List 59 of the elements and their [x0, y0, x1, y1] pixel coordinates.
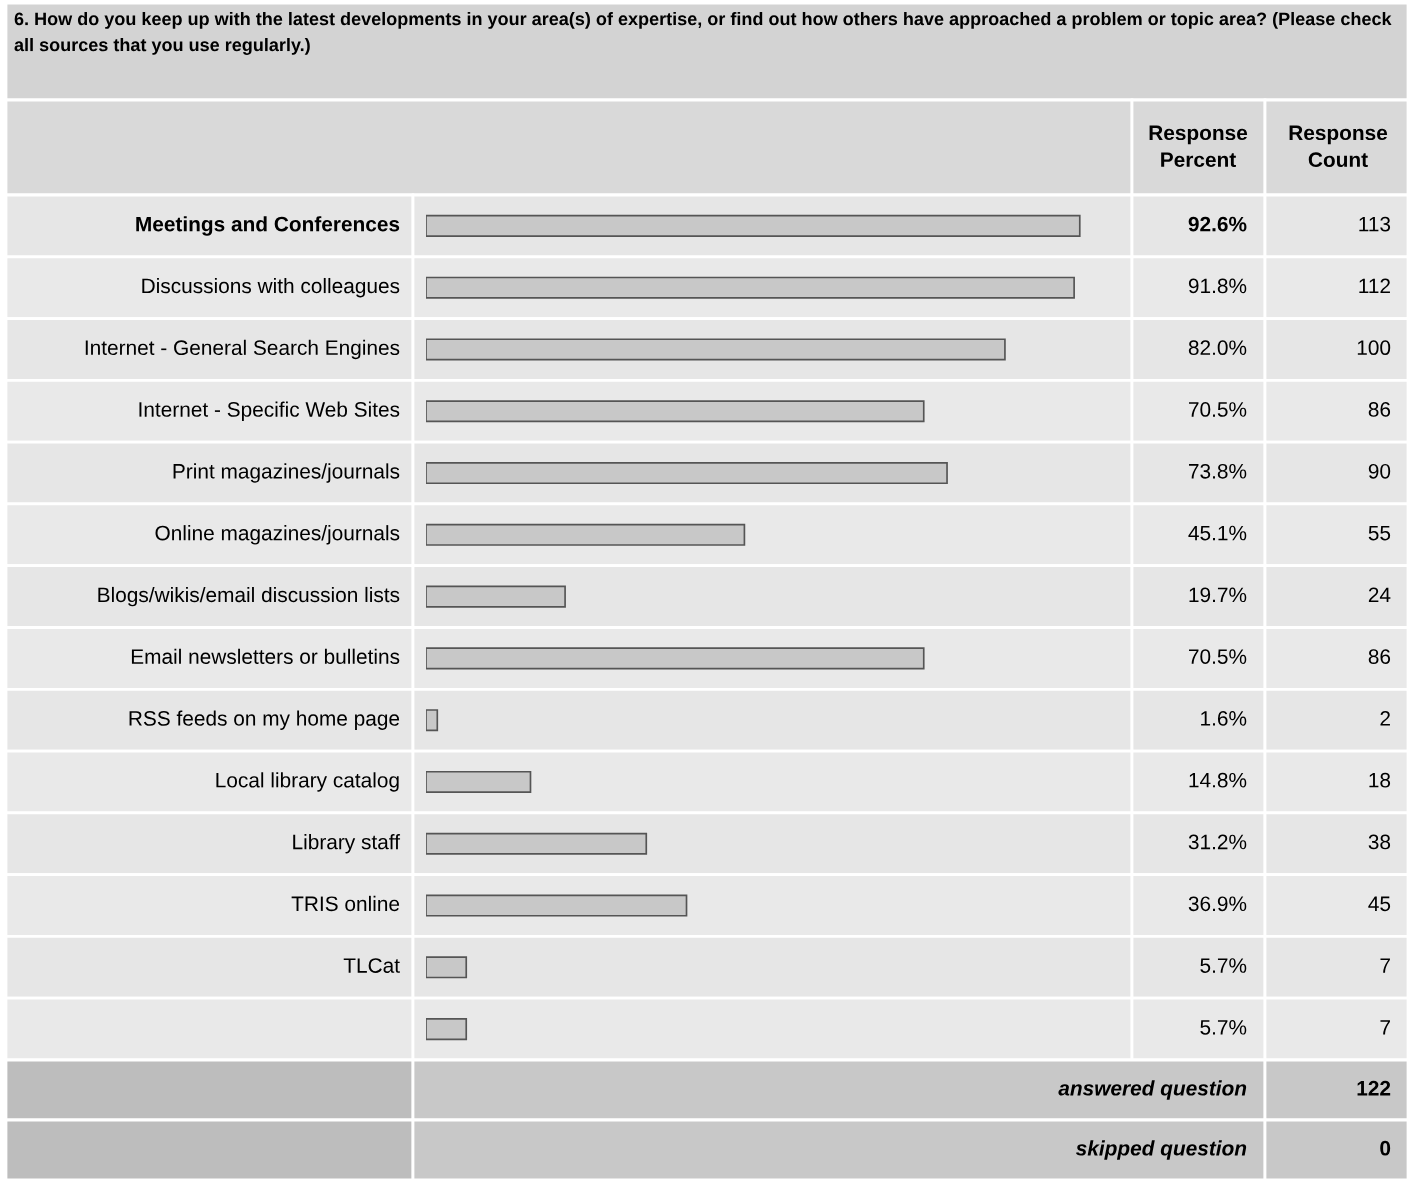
text: skipped question — [1075, 1140, 1247, 1160]
bar — [426, 709, 439, 732]
chart-title: 6. How do you keep up with the latest developments in your area(s) of expertise, or find out how others have approached a problem or topic area? (Please check all sources that you use regularly.) — [14, 12, 1392, 55]
bar — [426, 647, 925, 670]
data-label: 1.6% — [1201, 711, 1247, 726]
data-label: 82.0% — [1188, 340, 1247, 356]
text: Response Count — [1289, 125, 1388, 168]
y-tick-label: Internet - Specific Web Sites — [139, 401, 400, 421]
text: 0 — [1380, 1140, 1391, 1156]
y-tick-label: Print magazines/journals — [173, 463, 400, 483]
y-tick-label: Local library catalog — [216, 772, 399, 792]
data-label: 14.8% — [1189, 772, 1247, 788]
text: 7 — [1380, 1020, 1390, 1035]
data-label: 70.5% — [1189, 649, 1247, 664]
y-tick-label: Blogs/wikis/email discussion lists — [98, 586, 400, 607]
bar — [426, 956, 468, 979]
y-tick-label: Meetings and Conferences — [136, 216, 400, 236]
y-tick-label: TRIS online — [291, 895, 400, 912]
y-tick-label: Library staff — [293, 834, 401, 854]
data-label: 70.5% — [1189, 402, 1247, 417]
y-tick-label: Email newsletters or bulletins — [131, 648, 400, 664]
bar — [426, 770, 532, 793]
text: 2 — [1380, 711, 1390, 726]
data-label: 92.6% — [1188, 216, 1247, 232]
text: 90 — [1368, 463, 1391, 479]
bar — [426, 400, 925, 423]
bar — [426, 1018, 468, 1041]
bar — [426, 832, 648, 855]
text: 38 — [1368, 834, 1391, 850]
y-tick-label: TLCat — [343, 958, 400, 973]
data-label: 45.1% — [1188, 525, 1247, 541]
text: 45 — [1368, 896, 1391, 912]
text: Response Percent — [1149, 125, 1248, 168]
data-label: 19.7% — [1189, 587, 1247, 603]
bar — [426, 523, 746, 546]
text: 7 — [1380, 958, 1390, 973]
bar — [426, 585, 566, 608]
text: answered question — [1058, 1080, 1247, 1100]
data-label: 73.8% — [1189, 463, 1247, 479]
data-label: 5.7% — [1200, 1020, 1247, 1035]
bar — [426, 462, 948, 485]
text: 55 — [1368, 525, 1391, 541]
bar — [426, 894, 688, 917]
text: 112 — [1359, 278, 1390, 294]
data-label: 31.2% — [1188, 834, 1247, 850]
data-label: 5.7% — [1200, 958, 1247, 973]
y-tick-label: Discussions with colleagues — [142, 277, 400, 298]
text: 18 — [1369, 772, 1391, 788]
y-tick-label: Internet - General Search Engines — [85, 339, 400, 360]
data-label: 91.8% — [1188, 278, 1247, 294]
text: 86 — [1368, 402, 1391, 417]
text: 100 — [1357, 340, 1391, 356]
text: 24 — [1368, 587, 1391, 602]
text: 122 — [1357, 1080, 1391, 1096]
text: 86 — [1368, 649, 1391, 664]
y-tick-label: RSS feeds on my home page — [129, 710, 400, 730]
text: 113 — [1359, 216, 1391, 232]
data-label: 36.9% — [1188, 896, 1247, 912]
y-tick-label: Online magazines/journals — [155, 525, 400, 545]
